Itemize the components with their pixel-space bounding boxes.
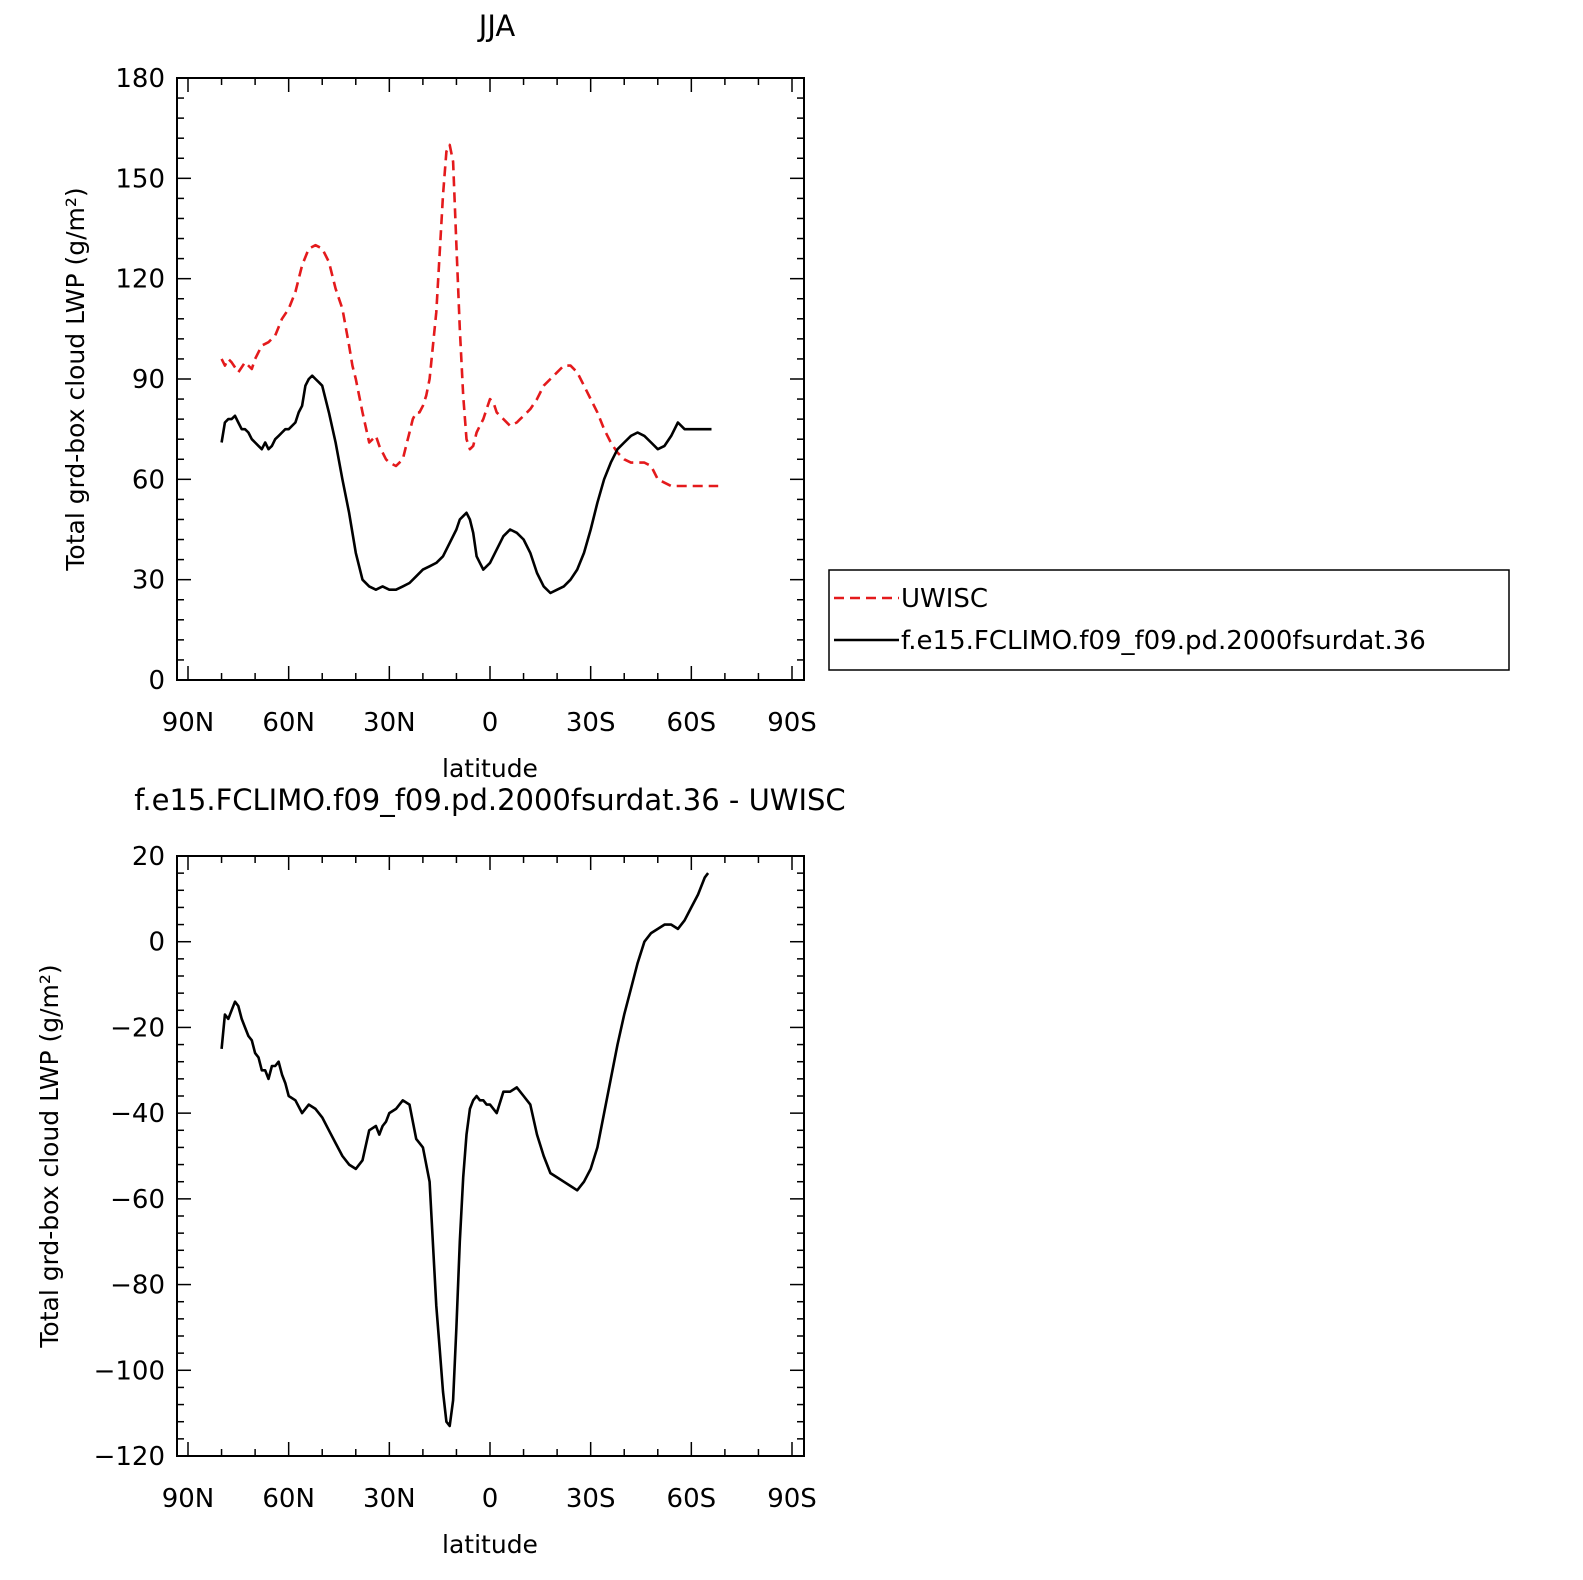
- y-tick-label: −60: [110, 1185, 165, 1215]
- x-tick-label: 60S: [667, 708, 717, 738]
- x-tick-label: 90N: [162, 1484, 215, 1514]
- bottom-y-tick-labels: −120 −100 −80 −60 −40 −20 0 20: [94, 842, 165, 1472]
- x-tick-label: 30S: [566, 1484, 616, 1514]
- top-y-axis-label: Total grd-box cloud LWP (g/m²): [61, 187, 90, 571]
- y-tick-label: −120: [94, 1442, 165, 1472]
- top-series: [220, 143, 719, 595]
- top-ticks: [177, 77, 804, 681]
- legend-label-uwisc: UWISC: [901, 584, 988, 614]
- y-tick-label: 150: [115, 164, 165, 194]
- series-line-uwisc: [220, 143, 719, 488]
- bottom-panel: f.e15.FCLIMO.f09_f09.pd.2000fsurdat.36 -…: [35, 783, 846, 1559]
- top-x-axis-label: latitude: [442, 754, 538, 783]
- bottom-y-axis-label: Total grd-box cloud LWP (g/m²): [35, 964, 64, 1348]
- bottom-plot-frame: [176, 855, 805, 1457]
- y-tick-label: 30: [132, 566, 165, 596]
- legend: UWISC f.e15.FCLIMO.f09_f09.pd.2000fsurda…: [828, 569, 1510, 671]
- legend-box: [828, 569, 1510, 671]
- x-tick-label: 0: [482, 1484, 499, 1514]
- y-tick-label: 0: [148, 666, 165, 696]
- y-tick-label: −40: [110, 1099, 165, 1129]
- bottom-x-tick-labels: 90N 60N 30N 0 30S 60S 90S: [162, 1484, 817, 1514]
- y-tick-label: −80: [110, 1271, 165, 1301]
- x-tick-label: 60S: [667, 1484, 717, 1514]
- top-y-tick-labels: 0 30 60 90 120 150 180: [115, 64, 165, 696]
- y-tick-label: 120: [115, 265, 165, 295]
- y-tick-label: −20: [110, 1013, 165, 1043]
- y-tick-label: −100: [94, 1356, 165, 1386]
- x-tick-label: 30N: [363, 708, 416, 738]
- x-tick-label: 60N: [262, 708, 315, 738]
- series-line-difference: [220, 872, 710, 1428]
- series-line-f-e15-fclimo-f09-f09-pd-2000fsurdat-36: [220, 374, 712, 595]
- y-tick-label: 0: [148, 928, 165, 958]
- top-x-tick-labels: 90N 60N 30N 0 30S 60S 90S: [162, 708, 817, 738]
- y-tick-label: 20: [132, 842, 165, 872]
- top-chart-title: JJA: [477, 9, 516, 43]
- x-tick-label: 60N: [262, 1484, 315, 1514]
- bottom-x-axis-label: latitude: [442, 1530, 538, 1559]
- x-tick-label: 0: [482, 708, 499, 738]
- top-plot-frame: [176, 77, 805, 681]
- x-tick-label: 30S: [566, 708, 616, 738]
- y-tick-label: 90: [132, 365, 165, 395]
- legend-label-model: f.e15.FCLIMO.f09_f09.pd.2000fsurdat.36: [901, 626, 1426, 656]
- x-tick-label: 90S: [767, 1484, 817, 1514]
- x-tick-label: 90N: [162, 708, 215, 738]
- x-tick-label: 30N: [363, 1484, 416, 1514]
- y-tick-label: 180: [115, 64, 165, 94]
- bottom-ticks: [177, 855, 804, 1457]
- y-tick-label: 60: [132, 465, 165, 495]
- x-tick-label: 90S: [767, 708, 817, 738]
- bottom-series: [220, 872, 710, 1428]
- bottom-chart-title: f.e15.FCLIMO.f09_f09.pd.2000fsurdat.36 -…: [134, 783, 845, 817]
- top-panel: JJA 0 30 60 90 120 150 180 90N 60N 30N 0 30S 60S 90S…: [61, 9, 817, 783]
